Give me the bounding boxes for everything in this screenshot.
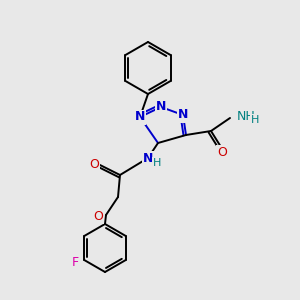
Text: N: N [135,110,145,124]
Text: NH: NH [237,110,256,124]
Text: N: N [156,100,166,113]
Text: O: O [89,158,99,170]
Text: O: O [93,209,103,223]
Text: F: F [72,256,79,268]
Text: H: H [251,115,260,125]
Text: N: N [143,152,153,164]
Text: H: H [153,158,161,168]
Text: N: N [178,109,188,122]
Text: O: O [217,146,227,158]
